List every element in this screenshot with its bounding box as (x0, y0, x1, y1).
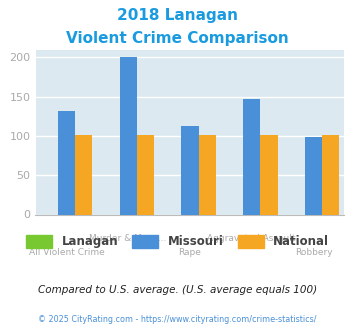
Text: © 2025 CityRating.com - https://www.cityrating.com/crime-statistics/: © 2025 CityRating.com - https://www.city… (38, 315, 317, 324)
Text: 2018 Lanagan: 2018 Lanagan (117, 8, 238, 23)
Text: Aggravated Assault: Aggravated Assault (207, 234, 296, 243)
Text: All Violent Crime: All Violent Crime (28, 248, 104, 257)
Bar (75, 135, 92, 214)
Text: Rape: Rape (179, 248, 201, 257)
Bar (243, 99, 260, 214)
Bar (58, 111, 75, 214)
Text: Robbery: Robbery (295, 248, 332, 257)
Bar (260, 135, 278, 214)
Text: Compared to U.S. average. (U.S. average equals 100): Compared to U.S. average. (U.S. average … (38, 285, 317, 295)
Bar (198, 135, 216, 214)
Bar (120, 57, 137, 214)
Bar (137, 135, 154, 214)
Bar (322, 135, 339, 214)
Text: Murder & Mans...: Murder & Mans... (89, 234, 167, 243)
Bar (181, 126, 198, 214)
Legend: Lanagan, Missouri, National: Lanagan, Missouri, National (21, 230, 334, 253)
Text: Violent Crime Comparison: Violent Crime Comparison (66, 31, 289, 46)
Bar (305, 137, 322, 214)
